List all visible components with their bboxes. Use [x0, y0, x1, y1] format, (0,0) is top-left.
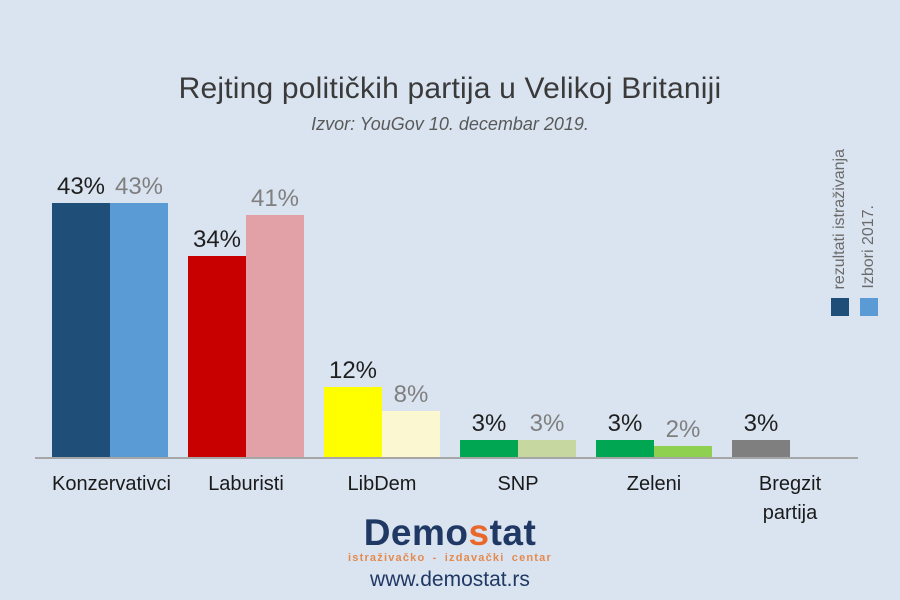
chart-legend: rezultati istraživanja Izbori 2017.	[831, 100, 878, 316]
logo-part1: Demo	[363, 512, 469, 553]
bar-group-konzervativci: 43% 43%	[52, 174, 168, 458]
bar-group-laburisti: 34% 41%	[188, 186, 304, 458]
bar-slot-konzervativci-series-0: 43%	[52, 174, 110, 458]
category-label-konzervativci: Konzervativci	[52, 473, 171, 495]
value-label-laburisti-series-1: 41%	[250, 184, 300, 212]
demostat-logo: Demostat	[0, 514, 900, 551]
chart-subtitle: Izvor: YouGov 10. decembar 2019.	[311, 114, 589, 134]
bar-zeleni-series-1	[654, 446, 712, 458]
logo-part2: tat	[489, 512, 537, 553]
legend-swatch-icon	[860, 298, 878, 316]
bar-laburisti-series-1	[246, 215, 304, 458]
bar-slot-snp-series-1: 3%	[518, 411, 576, 458]
value-label-snp-series-1: 3%	[529, 409, 565, 437]
category-label-laburisti: Laburisti	[208, 473, 284, 495]
bar-slot-bregzit-partija-series-0: 3%	[732, 411, 790, 458]
value-label-laburisti-series-0: 34%	[192, 225, 242, 253]
value-label-snp-series-0: 3%	[471, 409, 507, 437]
bar-libdem-series-0	[324, 387, 382, 458]
footer: Demostat istraživačko - izdavački centar…	[0, 514, 900, 592]
legend-label: rezultati istraživanja	[831, 148, 848, 290]
legend-item-current-survey: rezultati istraživanja	[831, 100, 849, 316]
value-label-zeleni-series-0: 3%	[607, 409, 643, 437]
bar-bregzit-partija-series-0	[732, 440, 790, 458]
category-label-zeleni: Zeleni	[626, 473, 682, 495]
bar-laburisti-series-0	[188, 256, 246, 458]
category-label-libdem: LibDem	[347, 473, 417, 495]
bar-zeleni-series-0	[596, 440, 654, 458]
bar-slot-laburisti-series-0: 34%	[188, 227, 246, 458]
bar-konzervativci-series-1	[110, 203, 168, 458]
value-label-konzervativci-series-1: 43%	[114, 172, 164, 200]
logo-accent-letter: s	[468, 512, 490, 553]
value-label-bregzit-partija-series-0: 3%	[743, 409, 779, 437]
value-label-libdem-series-1: 8%	[393, 380, 429, 408]
chart-title: Rejting političkih partija u Velikoj Bri…	[178, 72, 722, 105]
bar-slot-zeleni-series-1: 2%	[654, 417, 712, 458]
logo-tagline: istraživačko - izdavački centar	[348, 552, 552, 564]
bar-slot-snp-series-0: 3%	[460, 411, 518, 458]
legend-swatch-icon	[831, 298, 849, 316]
category-axis-labels: Konzervativci Laburisti LibDem SNP Zeleni Bre…	[52, 470, 848, 528]
legend-label: Izbori 2017.	[860, 205, 877, 289]
bar-chart-plot: 43% 43% 34% 41% 12% 8% 3% 3% 3% 2% 3%	[52, 174, 848, 458]
bar-slot-zeleni-series-0: 3%	[596, 411, 654, 458]
bar-libdem-series-1	[382, 411, 440, 458]
bar-slot-laburisti-series-1: 41%	[246, 186, 304, 458]
value-label-libdem-series-0: 12%	[328, 356, 378, 384]
website-link[interactable]: www.demostat.rs	[370, 568, 530, 591]
bar-snp-series-0	[460, 440, 518, 458]
category-label-bregzit-partija: Bregzit partija	[758, 473, 822, 524]
bar-slot-libdem-series-1: 8%	[382, 382, 440, 458]
value-label-konzervativci-series-0: 43%	[56, 172, 106, 200]
bar-group-libdem: 12% 8%	[324, 358, 440, 458]
category-label-snp: SNP	[497, 473, 539, 495]
bar-slot-libdem-series-0: 12%	[324, 358, 382, 458]
bar-slot-konzervativci-series-1: 43%	[110, 174, 168, 458]
value-label-zeleni-series-1: 2%	[665, 415, 701, 443]
x-axis-line	[35, 457, 858, 459]
legend-item-elections-2017: Izbori 2017.	[860, 100, 878, 316]
bar-konzervativci-series-0	[52, 203, 110, 458]
bar-group-zeleni: 3% 2%	[596, 411, 712, 458]
bar-snp-series-1	[518, 440, 576, 458]
bar-group-snp: 3% 3%	[460, 411, 576, 458]
bar-group-bregzit-partija: 3%	[732, 411, 848, 458]
